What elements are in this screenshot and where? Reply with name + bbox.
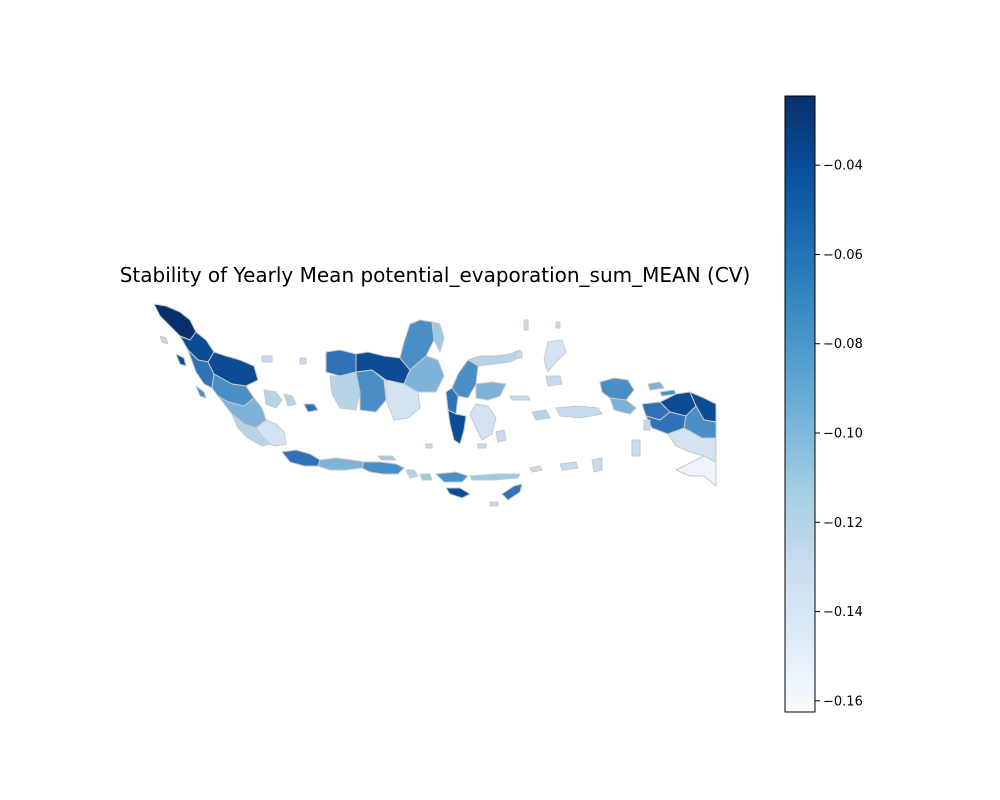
region-kalsel (385, 379, 421, 421)
colorbar-ticks: −0.04 −0.06 −0.08 −0.10 −0.12 −0.14 −0.16 (815, 159, 863, 709)
colorbar-tick-label: −0.08 (823, 337, 863, 352)
region-papua-bird-head (599, 377, 635, 401)
region-sulbar (445, 387, 459, 415)
region-sumatra-islands-2 (195, 385, 207, 399)
region-papua-west-south (609, 397, 637, 415)
region-kei (631, 439, 641, 457)
region-flores (469, 473, 521, 481)
region-alor (529, 465, 543, 473)
colorbar-tick-label: −0.06 (823, 248, 863, 263)
java (281, 449, 419, 479)
region-sumatra-belitung (263, 389, 283, 409)
region-rote (489, 501, 499, 507)
region-kaltara (431, 321, 445, 353)
region-sumatra-islands-5 (159, 335, 169, 345)
region-sumatra-lampung (255, 419, 287, 447)
region-java-central (317, 457, 365, 471)
region-sulsel (447, 409, 467, 445)
region-sulut (467, 349, 523, 367)
kalimantan (325, 319, 445, 421)
papua (599, 377, 717, 487)
region-sumatra-islands-1 (175, 353, 187, 367)
colorbar-gradient (784, 95, 816, 713)
region-sangihe (523, 319, 529, 331)
region-sumatra-aceh (153, 303, 197, 341)
maluku (509, 339, 641, 473)
region-karimun (425, 443, 433, 449)
region-kepulauan-seribu (477, 443, 487, 449)
colorbar-tick-label: −0.10 (823, 427, 863, 442)
region-lombok (419, 473, 433, 481)
region-java-west (281, 449, 321, 467)
region-java-east (361, 461, 405, 475)
nusa-tenggara (419, 465, 543, 507)
region-sumatra-islands-3 (283, 393, 297, 407)
region-riau-islands (261, 355, 273, 363)
region-kalbar-north (325, 349, 357, 377)
region-sulteng (451, 359, 479, 399)
region-buton (495, 429, 507, 443)
region-sultra (469, 403, 497, 441)
region-kaltim-coast (403, 355, 445, 393)
colorbar-tick-label: −0.16 (823, 694, 863, 709)
region-papua-far-south (675, 455, 717, 487)
region-banggai (515, 351, 523, 359)
region-wetar (559, 461, 579, 471)
region-madura (377, 455, 397, 461)
region-yapen (659, 389, 677, 397)
map-title: Stability of Yearly Mean potential_evapo… (120, 263, 751, 287)
colorbar-tick-label: −0.12 (823, 516, 863, 531)
region-bali (405, 469, 419, 479)
colorbar: −0.04 −0.06 −0.08 −0.10 −0.12 −0.14 −0.16 (784, 95, 863, 713)
region-sumba (445, 487, 471, 499)
region-tanimbar (591, 457, 603, 473)
region-aru (643, 419, 651, 431)
indonesia-map (153, 303, 717, 507)
region-sumbawa (435, 471, 469, 483)
region-sula (509, 395, 531, 401)
region-sumatra-islands-4 (303, 403, 319, 413)
region-buru (531, 409, 551, 421)
colorbar-tick-label: −0.04 (823, 159, 863, 174)
region-halmahera (543, 339, 567, 373)
region-biak (647, 381, 665, 391)
region-kalbar-south (329, 371, 361, 411)
region-seram (555, 405, 603, 419)
region-maluku-north-islands (545, 375, 563, 387)
small-islands (261, 319, 651, 449)
region-talaud (555, 321, 561, 329)
region-timor (501, 483, 523, 501)
sulawesi (445, 349, 523, 445)
sumatra (153, 303, 319, 447)
region-sulteng-east (475, 381, 507, 401)
colorbar-tick-label: −0.14 (823, 605, 863, 620)
region-natuna (299, 357, 307, 365)
